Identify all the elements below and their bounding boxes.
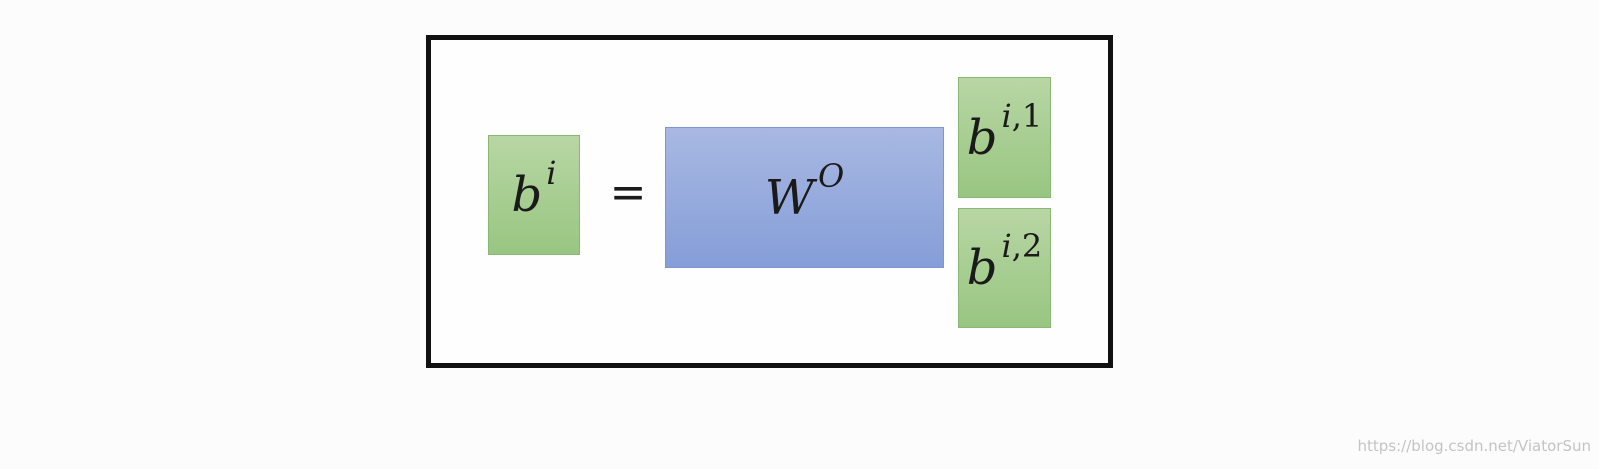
bi2-sup-sep: , [1011,227,1022,265]
bi1-sup-var: i [1001,96,1012,135]
bi2-base: b [966,240,998,296]
equals-sign: = [609,167,647,218]
bi-superscript: i [546,154,557,192]
head-vector-bi2: b i,2 [958,208,1051,328]
bi1-superscript: i,1 [1001,97,1042,135]
bi-base: b [511,167,543,223]
bi1-sup-index: 1 [1021,96,1043,135]
bi1-base: b [966,109,998,166]
bi2-superscript: i,2 [1001,227,1042,265]
bi2-sup-index: 2 [1021,227,1043,265]
bi2-sup-var: i [1001,227,1012,265]
bi1-sup-sep: , [1011,96,1022,135]
wo-base: W [764,169,815,226]
head-vector-bi1: b i,1 [958,77,1051,198]
watermark-url: https://blog.csdn.net/ViatorSun [1357,437,1591,455]
wo-superscript: O [818,156,845,195]
